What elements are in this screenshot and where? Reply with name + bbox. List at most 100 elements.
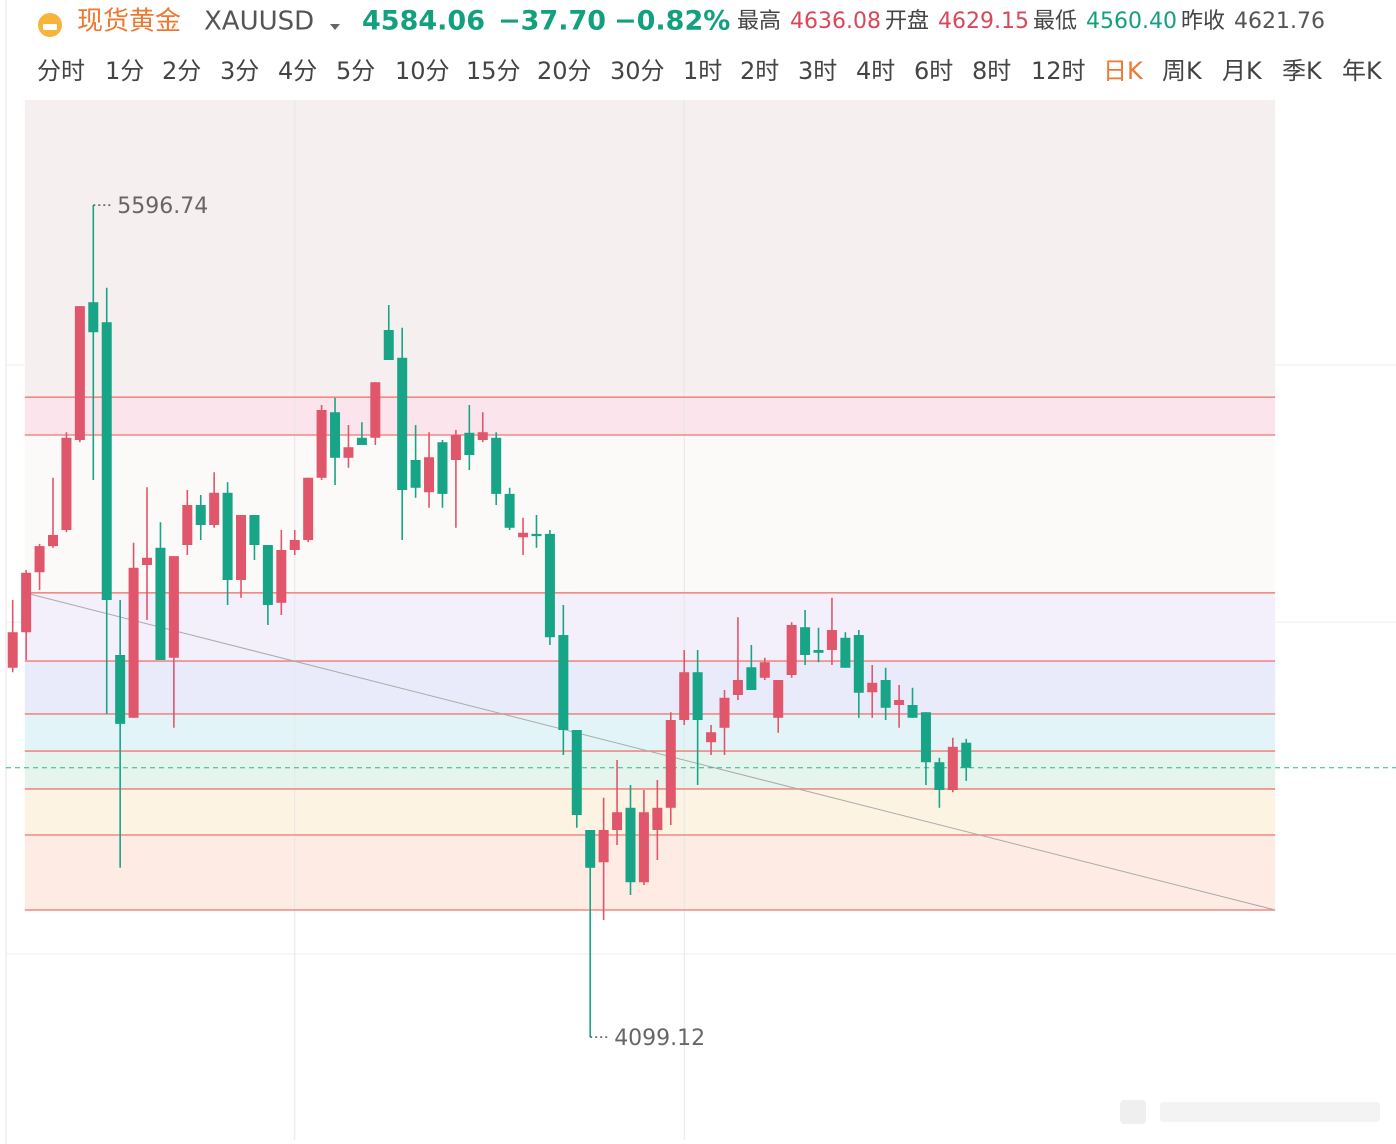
candle-body bbox=[182, 505, 193, 545]
timeframe-tab[interactable]: 3分 bbox=[220, 57, 259, 85]
candle-body bbox=[585, 830, 596, 868]
candle-body bbox=[786, 625, 797, 675]
timeframe-tab[interactable]: 季K bbox=[1282, 57, 1323, 85]
zone bbox=[24, 788, 1276, 835]
candle-body bbox=[236, 515, 247, 580]
timeframe-tab[interactable]: 6时 bbox=[914, 57, 953, 85]
candle-body bbox=[867, 682, 878, 693]
timeframe-tab[interactable]: 周K bbox=[1162, 57, 1203, 85]
timeframe-tab[interactable]: 2分 bbox=[162, 57, 201, 85]
candle-body bbox=[531, 533, 542, 537]
timeframe-tab[interactable]: 月K bbox=[1222, 57, 1263, 85]
timeframe-tab[interactable]: 3时 bbox=[798, 57, 837, 85]
candle-body bbox=[222, 492, 233, 580]
candle-body bbox=[961, 742, 972, 768]
candle-body bbox=[142, 557, 153, 565]
candle-body bbox=[437, 442, 448, 494]
candle-body bbox=[276, 550, 287, 603]
timeframe-tab[interactable]: 1分 bbox=[105, 57, 144, 85]
candle-body bbox=[262, 545, 273, 605]
price: 4584.06 bbox=[362, 6, 485, 37]
candle-body bbox=[195, 505, 206, 525]
candle-body bbox=[209, 492, 220, 525]
candle-body bbox=[424, 457, 435, 493]
candle-body bbox=[665, 720, 676, 808]
timeframe-tab[interactable]: 日K bbox=[1103, 57, 1144, 85]
candle-body bbox=[773, 680, 784, 718]
timeframe-tab[interactable]: 2时 bbox=[740, 57, 779, 85]
candle-body bbox=[598, 830, 609, 863]
candle-body bbox=[464, 432, 475, 455]
candle-body bbox=[343, 447, 354, 458]
instrument-name: 现货黄金 bbox=[77, 7, 181, 37]
watermark-icon bbox=[1120, 1100, 1146, 1124]
zone bbox=[24, 751, 1276, 789]
candle-body bbox=[813, 650, 824, 653]
candle-body bbox=[719, 697, 730, 728]
candle-body bbox=[249, 515, 260, 545]
stat-value: 4636.08 bbox=[790, 9, 881, 34]
zone bbox=[24, 397, 1276, 435]
timeframe-tab[interactable]: 12时 bbox=[1031, 57, 1086, 85]
candle-body bbox=[21, 572, 32, 633]
candle-body bbox=[504, 493, 515, 528]
candle-body bbox=[88, 302, 99, 333]
timeframe-tab[interactable]: 年K bbox=[1342, 57, 1383, 85]
stat-label: 最高 bbox=[737, 9, 781, 34]
candle-body bbox=[934, 762, 945, 790]
symbol[interactable]: XAUUSD bbox=[204, 7, 314, 37]
candle-body bbox=[800, 627, 811, 655]
candle-body bbox=[330, 412, 341, 458]
timeframe-tab[interactable]: 4分 bbox=[278, 57, 317, 85]
candle-body bbox=[410, 460, 421, 488]
candle-body bbox=[907, 705, 918, 718]
timeframe-tab[interactable]: 10分 bbox=[395, 57, 450, 85]
timeframe-tab[interactable]: 4时 bbox=[856, 57, 895, 85]
candle-body bbox=[732, 680, 743, 695]
candle-body bbox=[706, 732, 717, 743]
candle-body bbox=[316, 410, 327, 478]
timeframe-tab[interactable]: 8时 bbox=[972, 57, 1011, 85]
change-pct: −0.82% bbox=[614, 6, 730, 37]
candle-body bbox=[880, 680, 891, 708]
candle-body bbox=[7, 632, 18, 668]
candle-body bbox=[48, 535, 59, 547]
candle-body bbox=[370, 382, 381, 438]
candle-body bbox=[571, 730, 582, 815]
stat-value: 4560.40 bbox=[1086, 9, 1177, 34]
timeframe-tab[interactable]: 15分 bbox=[466, 57, 521, 85]
candle-body bbox=[101, 322, 112, 600]
candle-body bbox=[518, 532, 529, 538]
candle-body bbox=[692, 672, 703, 720]
candle-body bbox=[450, 435, 461, 460]
timeframe-tab[interactable]: 20分 bbox=[537, 57, 592, 85]
timeframe-tab[interactable]: 5分 bbox=[336, 57, 375, 85]
zone bbox=[24, 592, 1276, 662]
timeframe-tab[interactable]: 分时 bbox=[37, 57, 85, 85]
zone bbox=[24, 661, 1276, 714]
candle-body bbox=[612, 812, 623, 830]
watermark bbox=[1120, 1100, 1380, 1124]
watermark-text bbox=[1160, 1102, 1380, 1122]
zone bbox=[24, 435, 1276, 593]
annotation-label: 4099.12 bbox=[614, 1026, 705, 1051]
stat-value: 4629.15 bbox=[938, 9, 1029, 34]
stat-label: 最低 bbox=[1033, 9, 1077, 34]
stat-value: 4621.76 bbox=[1234, 9, 1325, 34]
stat-label: 开盘 bbox=[885, 9, 929, 34]
candle-body bbox=[759, 662, 770, 678]
candle-body bbox=[115, 655, 126, 724]
candle-body bbox=[128, 567, 139, 718]
candle-body bbox=[491, 437, 502, 494]
timeframe-tab[interactable]: 30分 bbox=[610, 57, 665, 85]
timeframe-tab[interactable]: 1时 bbox=[683, 57, 722, 85]
candle-body bbox=[544, 533, 555, 638]
candle-body bbox=[34, 546, 45, 573]
candle-body bbox=[558, 635, 569, 730]
candle-body bbox=[947, 746, 958, 790]
candle-body bbox=[397, 357, 408, 490]
dropdown-arrow[interactable] bbox=[330, 24, 340, 30]
candle-body bbox=[477, 432, 488, 440]
